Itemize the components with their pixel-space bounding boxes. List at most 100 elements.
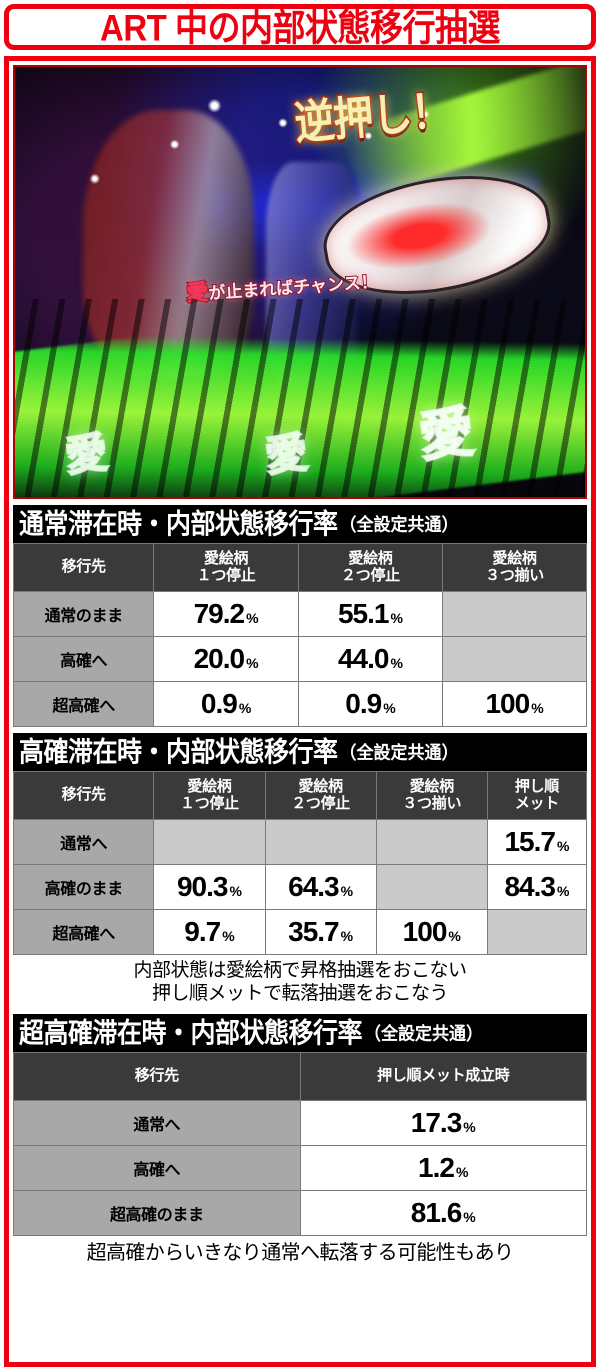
cell-number: 20.0: [193, 643, 245, 674]
cell-value: 9.7%: [153, 909, 266, 955]
cell-empty: [442, 636, 587, 682]
percent-sign: %: [340, 883, 354, 899]
col-header-ai-1stop-l1: 愛絵柄: [187, 777, 232, 795]
row-label-stay-chokoukaku: 超高確のまま: [13, 1190, 301, 1237]
cell-empty: [375, 819, 488, 865]
section-title-normal-sub: （全設定共通）: [339, 514, 459, 534]
section-title-koukaku-sub: （全設定共通）: [339, 742, 459, 762]
cell-number: 15.7: [504, 826, 555, 857]
col-header-ai-1stop-l2: １つ停止: [180, 794, 239, 812]
table-row: 高確へ 20.0% 44.0%: [12, 636, 587, 682]
cell-number: 35.7: [288, 916, 339, 947]
section-title-koukaku: 高確滞在時・内部状態移行率 （全設定共通）: [13, 733, 587, 771]
col-header-ai-3align: 愛絵柄 ３つ揃い: [442, 543, 587, 592]
row-label-to-koukaku: 高確へ: [12, 636, 155, 682]
table-row: 超高確のまま 81.6%: [13, 1190, 587, 1237]
section-title-normal-main: 通常滞在時・内部状態移行率: [19, 508, 338, 539]
percent-sign: %: [246, 610, 259, 626]
cell-number: 44.0: [337, 643, 389, 674]
col-header-ai-1stop: 愛絵柄 １つ停止: [153, 543, 299, 592]
percent-sign: %: [222, 928, 235, 944]
table-koukaku-transition: 移行先 愛絵柄 １つ停止 愛絵柄 ２つ停止 愛絵柄 ３つ揃い 押し順 メット 通常へ 1…: [12, 771, 588, 955]
cell-number: 81.6: [410, 1197, 462, 1229]
col-header-ai-2stop-l1: 愛絵柄: [348, 549, 393, 567]
percent-sign: %: [383, 700, 396, 716]
percent-sign: %: [340, 928, 354, 944]
table-header-row: 移行先 押し順メット成立時: [13, 1052, 587, 1102]
col-header-ai-1stop: 愛絵柄 １つ停止: [153, 771, 266, 820]
percent-sign: %: [463, 1119, 476, 1136]
col-header-ai-3align-l1: 愛絵柄: [492, 549, 537, 567]
cell-value: 0.9%: [153, 681, 299, 727]
table-row: 高確のまま 90.3% 64.3% 84.3%: [12, 864, 588, 910]
col-header-destination-l1: 移行先: [61, 558, 106, 576]
table-row: 通常へ 15.7%: [12, 819, 588, 865]
percent-sign: %: [463, 1209, 476, 1226]
cell-empty: [375, 864, 488, 910]
col-header-ai-3align-l1: 愛絵柄: [409, 777, 454, 795]
cell-number: 84.3: [504, 871, 555, 902]
page-title: ART 中の内部状態移行抽選: [100, 6, 501, 48]
col-header-destination-l1: 移行先: [61, 786, 106, 804]
percent-sign: %: [556, 838, 570, 854]
section-title-chokoukaku: 超高確滞在時・内部状態移行率 （全設定共通）: [13, 1014, 587, 1053]
col-header-ai-2stop-l2: ２つ停止: [341, 566, 400, 584]
cell-value: 84.3%: [486, 864, 588, 910]
section-title-chokoukaku-main: 超高確滞在時・内部状態移行率: [19, 1017, 363, 1049]
cell-empty: [264, 819, 377, 865]
table-header-row: 移行先 愛絵柄 １つ停止 愛絵柄 ２つ停止 愛絵柄 ３つ揃い 押し順 メット: [12, 771, 588, 820]
cell-number: 1.2: [418, 1152, 455, 1184]
table-row: 通常へ 17.3%: [13, 1100, 587, 1147]
col-header-oshijun-met-hit: 押し順メット成立時: [299, 1052, 587, 1102]
content-frame: 逆押し！ 愛が止まればチャンス！ 愛 愛 愛 通常滞在時・内部状態移行率 （全設定…: [4, 56, 596, 1367]
cell-value: 35.7%: [264, 909, 377, 955]
cell-value: 44.0%: [297, 636, 444, 682]
table-row: 高確へ 1.2%: [13, 1145, 587, 1192]
col-header-ai-3align: 愛絵柄 ３つ揃い: [375, 771, 488, 820]
row-label-to-koukaku: 高確へ: [13, 1145, 301, 1192]
percent-sign: %: [229, 883, 242, 899]
col-header-ai-2stop: 愛絵柄 ２つ停止: [264, 771, 377, 820]
cell-value: 100%: [375, 909, 488, 955]
cell-empty: [442, 591, 587, 637]
cell-value: 79.2%: [153, 591, 299, 637]
percent-sign: %: [390, 655, 403, 671]
cell-number: 17.3: [410, 1107, 462, 1139]
row-label-to-normal: 通常へ: [13, 1100, 301, 1147]
col-header-ai-1stop-l1: 愛絵柄: [204, 549, 249, 567]
table-chokoukaku-transition: 移行先 押し順メット成立時 通常へ 17.3% 高確へ 1.2% 超高確のまま: [13, 1052, 587, 1237]
note-koukaku: 内部状態は愛絵柄で昇格抽選をおこない 押し順メットで転落抽選をおこなう: [13, 955, 587, 1008]
reel-symbol-ai-2: 愛: [262, 428, 311, 481]
col-header-oshijun-met: 押し順 メット: [486, 771, 588, 820]
cell-value: 55.1%: [297, 591, 444, 637]
row-label-stay-koukaku: 高確のまま: [12, 864, 155, 910]
cell-empty: [153, 819, 266, 865]
cell-value: 90.3%: [153, 864, 266, 910]
cell-number: 90.3: [176, 871, 228, 902]
game-screenshot: 逆押し！ 愛が止まればチャンス！ 愛 愛 愛: [13, 65, 587, 499]
reel-band-shading: [15, 299, 585, 497]
reel-symbol-ai-3: 愛: [415, 401, 479, 470]
cell-number: 100: [485, 688, 530, 719]
col-header-ai-2stop-l1: 愛絵柄: [298, 777, 343, 795]
row-label-to-normal: 通常へ: [12, 819, 155, 865]
cell-number: 79.2: [193, 598, 245, 629]
cell-number: 0.9: [345, 688, 382, 719]
col-header-destination: 移行先: [13, 1052, 301, 1102]
cell-value: 1.2%: [299, 1145, 587, 1192]
section-title-normal: 通常滞在時・内部状態移行率 （全設定共通）: [13, 505, 587, 543]
col-header-destination: 移行先: [12, 543, 155, 592]
page-title-box: ART 中の内部状態移行抽選: [4, 4, 596, 50]
percent-sign: %: [531, 700, 544, 716]
cell-empty: [486, 909, 588, 955]
gyakuoshi-callout: 逆押し！: [291, 84, 454, 151]
section-title-chokoukaku-sub: （全設定共通）: [364, 1023, 484, 1044]
col-header-ai-3align-l2: ３つ揃い: [402, 794, 462, 812]
table-row: 超高確へ 0.9% 0.9% 100%: [12, 681, 587, 727]
table-header-row: 移行先 愛絵柄 １つ停止 愛絵柄 ２つ停止 愛絵柄 ３つ揃い: [12, 543, 587, 592]
reel-symbol-ai-1: 愛: [62, 428, 111, 481]
percent-sign: %: [455, 1164, 469, 1181]
percent-sign: %: [556, 883, 570, 899]
col-header-ai-2stop-l2: ２つ停止: [291, 794, 351, 812]
